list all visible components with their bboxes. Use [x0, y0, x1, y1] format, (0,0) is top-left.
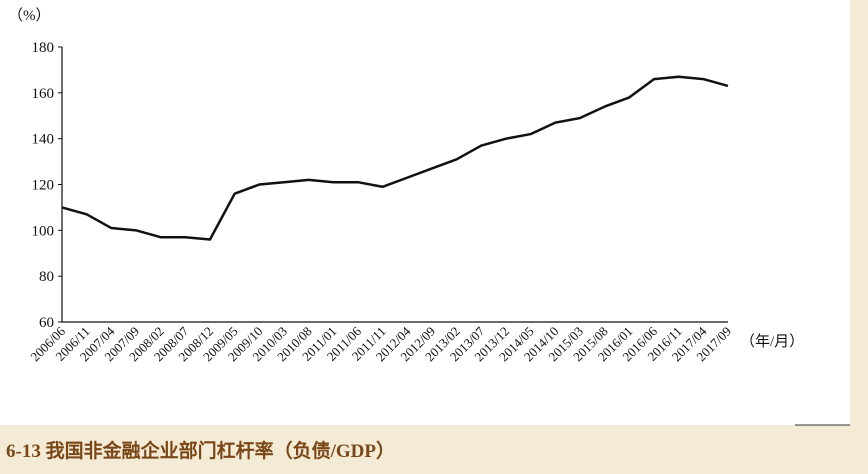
- caption: 6-13 我国非金融企业部门杠杆率（负债/GDP）: [6, 439, 395, 462]
- y-tick-label: 100: [32, 223, 55, 239]
- y-tick-label: 80: [39, 269, 54, 285]
- y-tick-label: 60: [39, 315, 54, 331]
- plot-background: [0, 0, 850, 425]
- y-tick-label: 140: [32, 132, 55, 148]
- y-unit-label: （%）: [8, 7, 51, 24]
- y-tick-label: 180: [32, 40, 55, 56]
- x-unit-label: （年/月）: [740, 333, 804, 350]
- y-tick-label: 120: [32, 178, 55, 194]
- y-tick-label: 160: [32, 86, 55, 102]
- line: [61, 75, 729, 241]
